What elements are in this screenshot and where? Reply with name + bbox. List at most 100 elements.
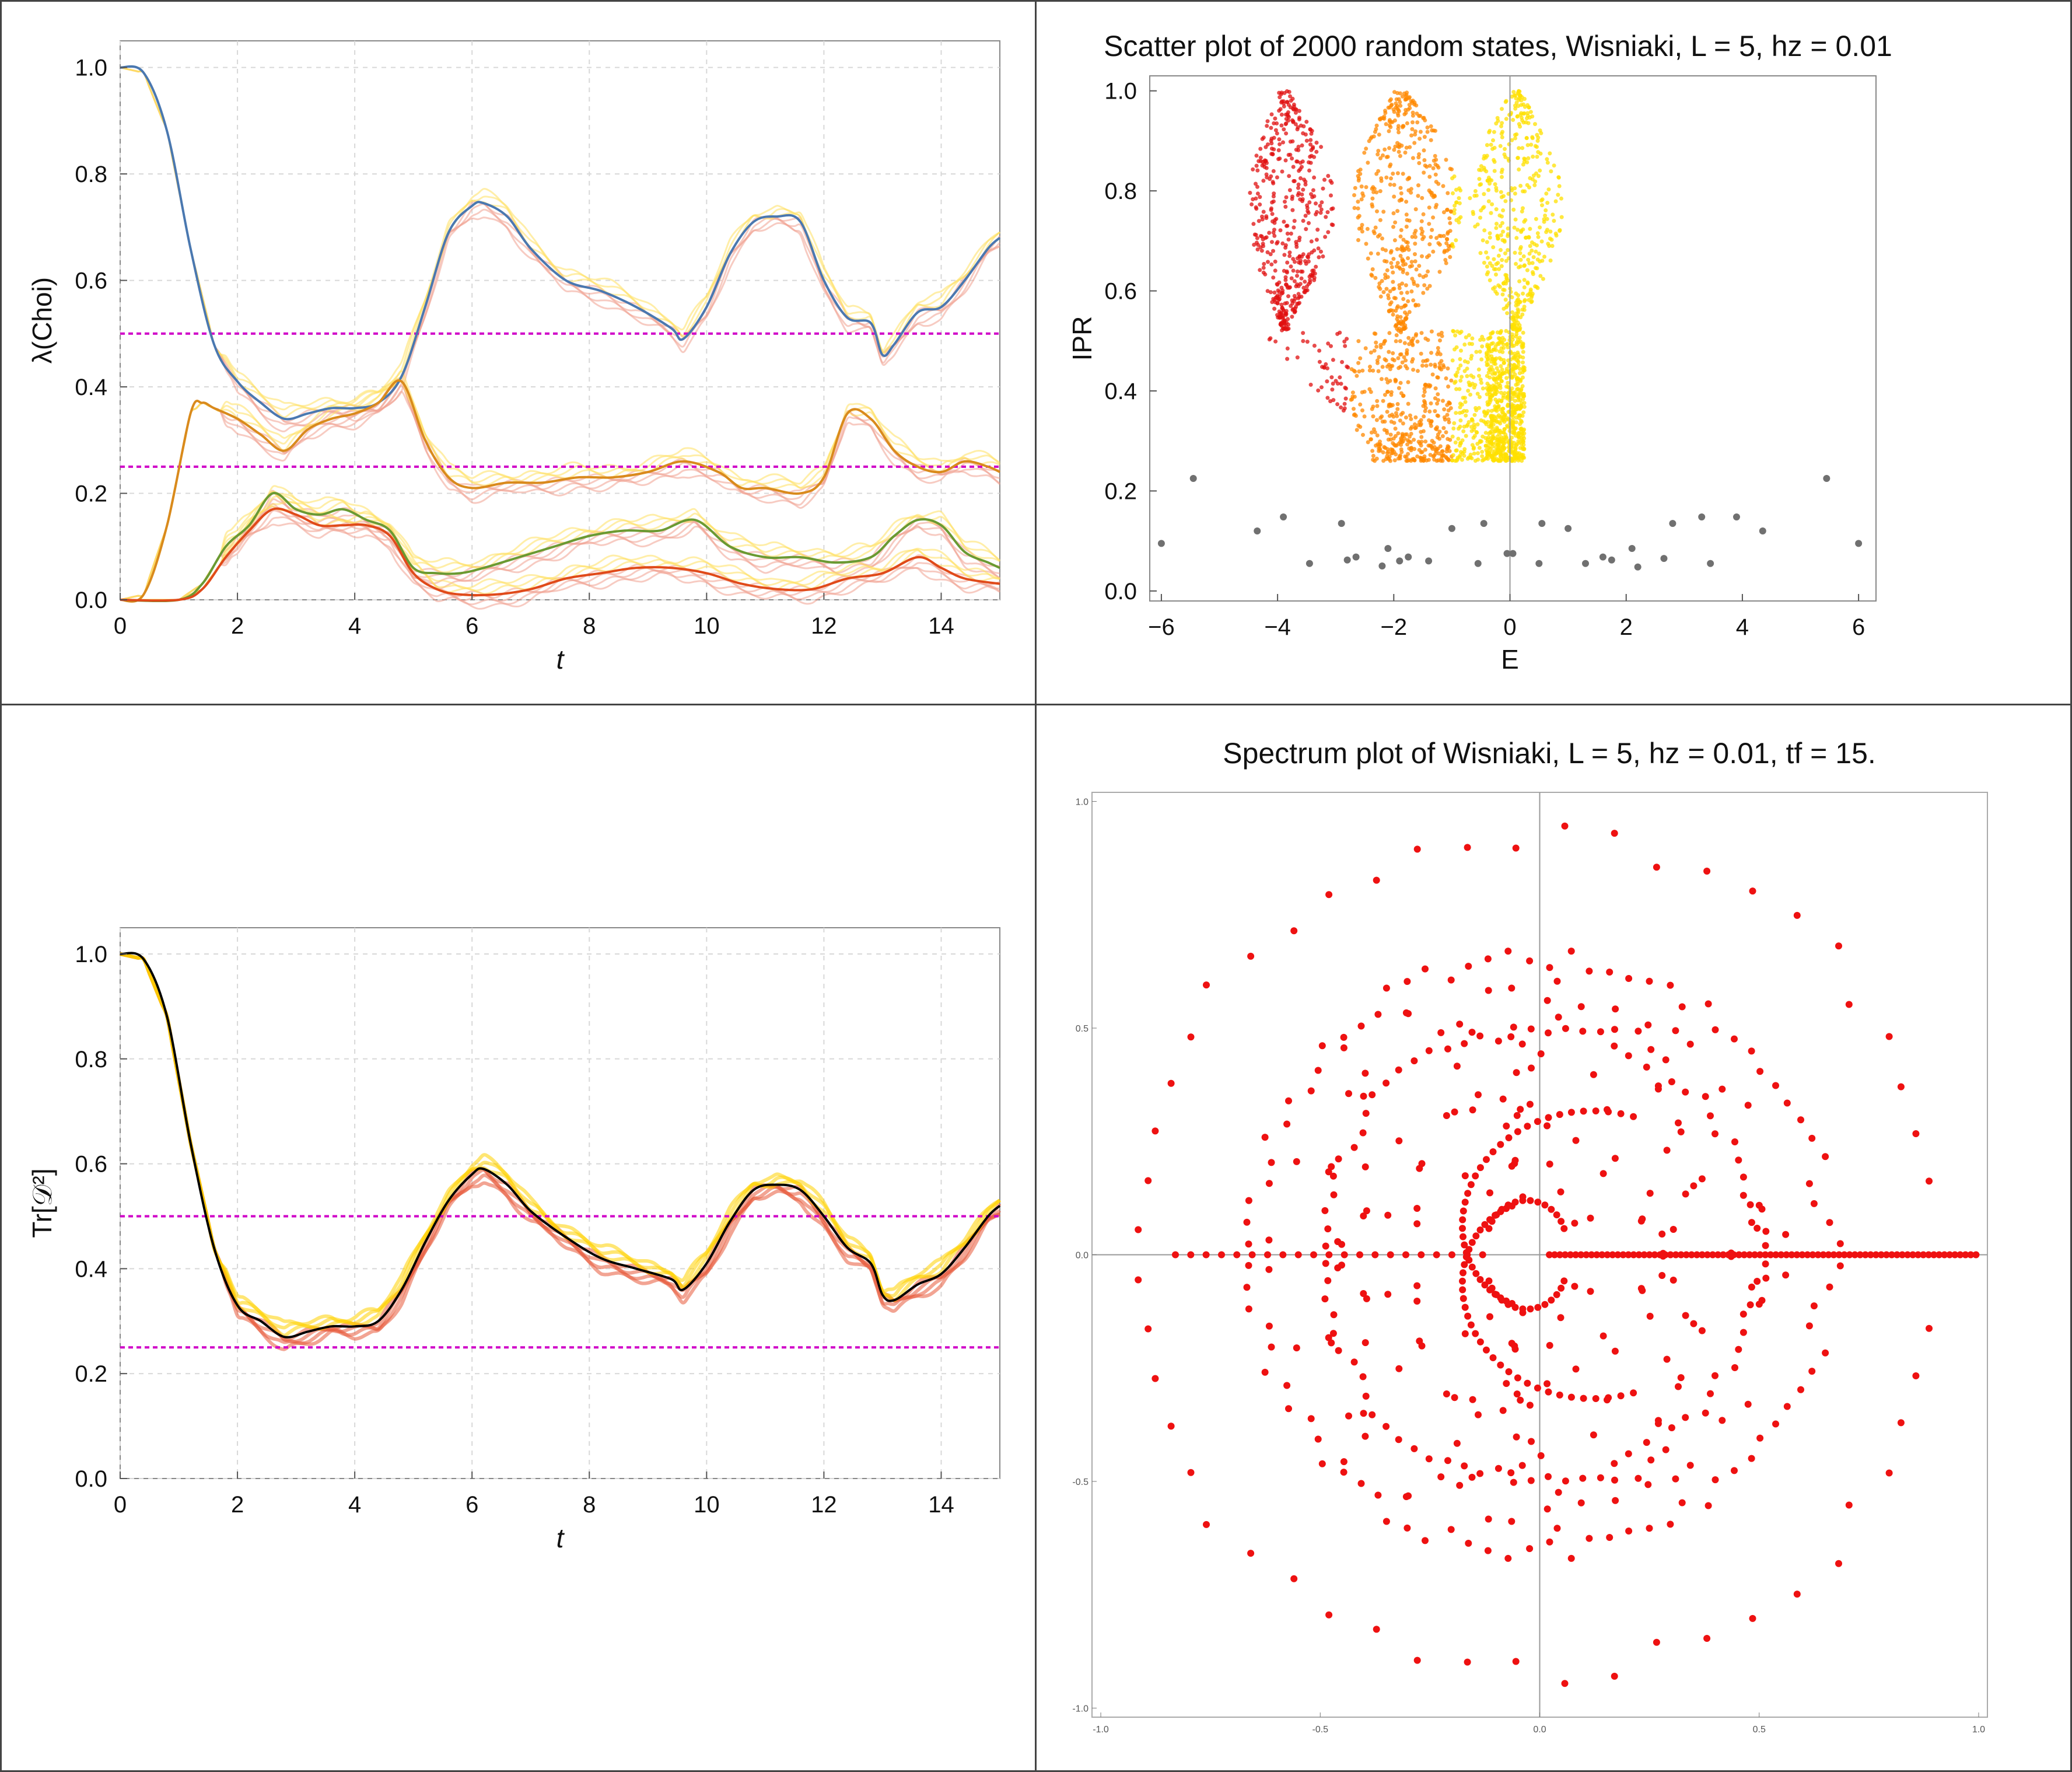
eigenvalue-point [1453, 1062, 1461, 1070]
state-point [1513, 106, 1518, 111]
state-point [1314, 201, 1318, 206]
state-point [1397, 283, 1402, 288]
eigenvalue-point [1553, 1291, 1560, 1298]
state-point [1494, 222, 1499, 226]
state-point [1395, 247, 1399, 251]
state-point [1534, 249, 1538, 254]
state-point [1401, 237, 1406, 242]
eigenvalue-point [1283, 1120, 1291, 1128]
eigenvalue-point [1475, 1411, 1482, 1418]
eigenvalue-point [1510, 1479, 1517, 1486]
eigenvalue-point [1476, 1032, 1484, 1040]
state-point [1279, 310, 1283, 315]
state-point [1361, 194, 1366, 198]
eigenstate-point [1698, 513, 1706, 520]
state-point [1454, 411, 1458, 415]
state-point [1399, 305, 1404, 310]
state-point [1441, 233, 1446, 238]
state-point [1300, 199, 1304, 204]
eigenvalue-point [1485, 987, 1492, 994]
state-point [1398, 234, 1403, 239]
state-point [1270, 240, 1274, 244]
eigenvalue-point [1534, 1118, 1541, 1126]
eigenvalue-point [1611, 1042, 1618, 1050]
series-line-1 [120, 379, 1000, 603]
eigenvalue-point [1537, 1452, 1545, 1459]
state-point [1527, 105, 1531, 110]
state-point [1286, 118, 1290, 123]
state-point [1345, 337, 1349, 341]
state-point [1521, 206, 1525, 211]
state-point [1330, 387, 1335, 392]
state-point [1487, 452, 1492, 457]
state-point [1413, 259, 1418, 264]
state-point [1315, 228, 1320, 232]
state-point [1293, 110, 1298, 115]
eigenvalue-point [1357, 1480, 1365, 1487]
state-point [1392, 238, 1397, 243]
state-point [1373, 459, 1377, 463]
state-point [1489, 211, 1493, 215]
state-point [1510, 310, 1515, 314]
eigenvalue-point [1609, 1251, 1616, 1259]
state-point [1502, 427, 1507, 431]
state-point [1405, 218, 1409, 222]
state-point [1370, 274, 1374, 278]
eigenstate-point [1280, 513, 1287, 520]
x-tick-label: 12 [811, 1492, 837, 1518]
state-point [1415, 283, 1420, 288]
state-point [1289, 303, 1293, 308]
state-point [1485, 240, 1489, 244]
series-line-0 [120, 952, 1001, 1338]
eigenvalue-point [1322, 1242, 1329, 1250]
eigenvalue-point [1459, 1286, 1466, 1294]
state-point [1352, 193, 1356, 197]
state-point [1514, 420, 1518, 425]
state-point [1479, 182, 1483, 187]
eigenvalue-point [1340, 1033, 1348, 1041]
eigenvalue-point [1754, 1278, 1761, 1285]
state-point [1423, 439, 1428, 444]
state-point [1445, 249, 1450, 253]
state-point [1322, 177, 1326, 182]
eigenvalue-point [1261, 1134, 1269, 1141]
eigenvalue-point [1912, 1130, 1920, 1137]
state-point [1423, 406, 1428, 410]
eigenvalue-point [1362, 1163, 1369, 1170]
state-point [1316, 388, 1321, 393]
eigenvalue-point [1460, 1269, 1466, 1277]
state-point [1420, 195, 1424, 200]
eigenvalue-point [1322, 1260, 1329, 1267]
state-point [1303, 288, 1308, 293]
state-point [1394, 323, 1399, 328]
eigenvalue-point [1437, 1473, 1445, 1481]
state-point [1458, 411, 1462, 415]
state-point [1441, 399, 1445, 403]
state-point [1459, 330, 1464, 334]
state-point [1548, 258, 1553, 263]
eigenstate-point [1474, 560, 1482, 567]
eigenvalue-point [1472, 1172, 1479, 1180]
state-point [1436, 398, 1440, 403]
state-point [1325, 210, 1330, 215]
eigenvalue-point [1808, 1134, 1816, 1142]
eigenvalue-point [1718, 1417, 1726, 1424]
state-point [1477, 446, 1482, 450]
state-point [1522, 299, 1527, 303]
eigenvalue-point [1663, 1147, 1671, 1154]
state-point [1474, 349, 1479, 354]
eigenvalue-point [1519, 1193, 1527, 1201]
eigenvalue-point [1494, 1465, 1502, 1472]
state-point [1422, 148, 1426, 153]
eigenvalue-point [1243, 1284, 1251, 1291]
eigenvalue-point [1556, 1391, 1563, 1399]
eigenvalue-point [1511, 1156, 1519, 1164]
eigenvalue-point [1264, 1251, 1271, 1259]
state-point [1518, 391, 1523, 396]
eigenvalue-point [1483, 1156, 1490, 1163]
eigenvalue-point [1404, 1524, 1411, 1532]
state-point [1456, 436, 1461, 441]
state-point [1319, 207, 1324, 212]
state-point [1532, 242, 1536, 246]
eigenvalue-point [1475, 1091, 1482, 1099]
